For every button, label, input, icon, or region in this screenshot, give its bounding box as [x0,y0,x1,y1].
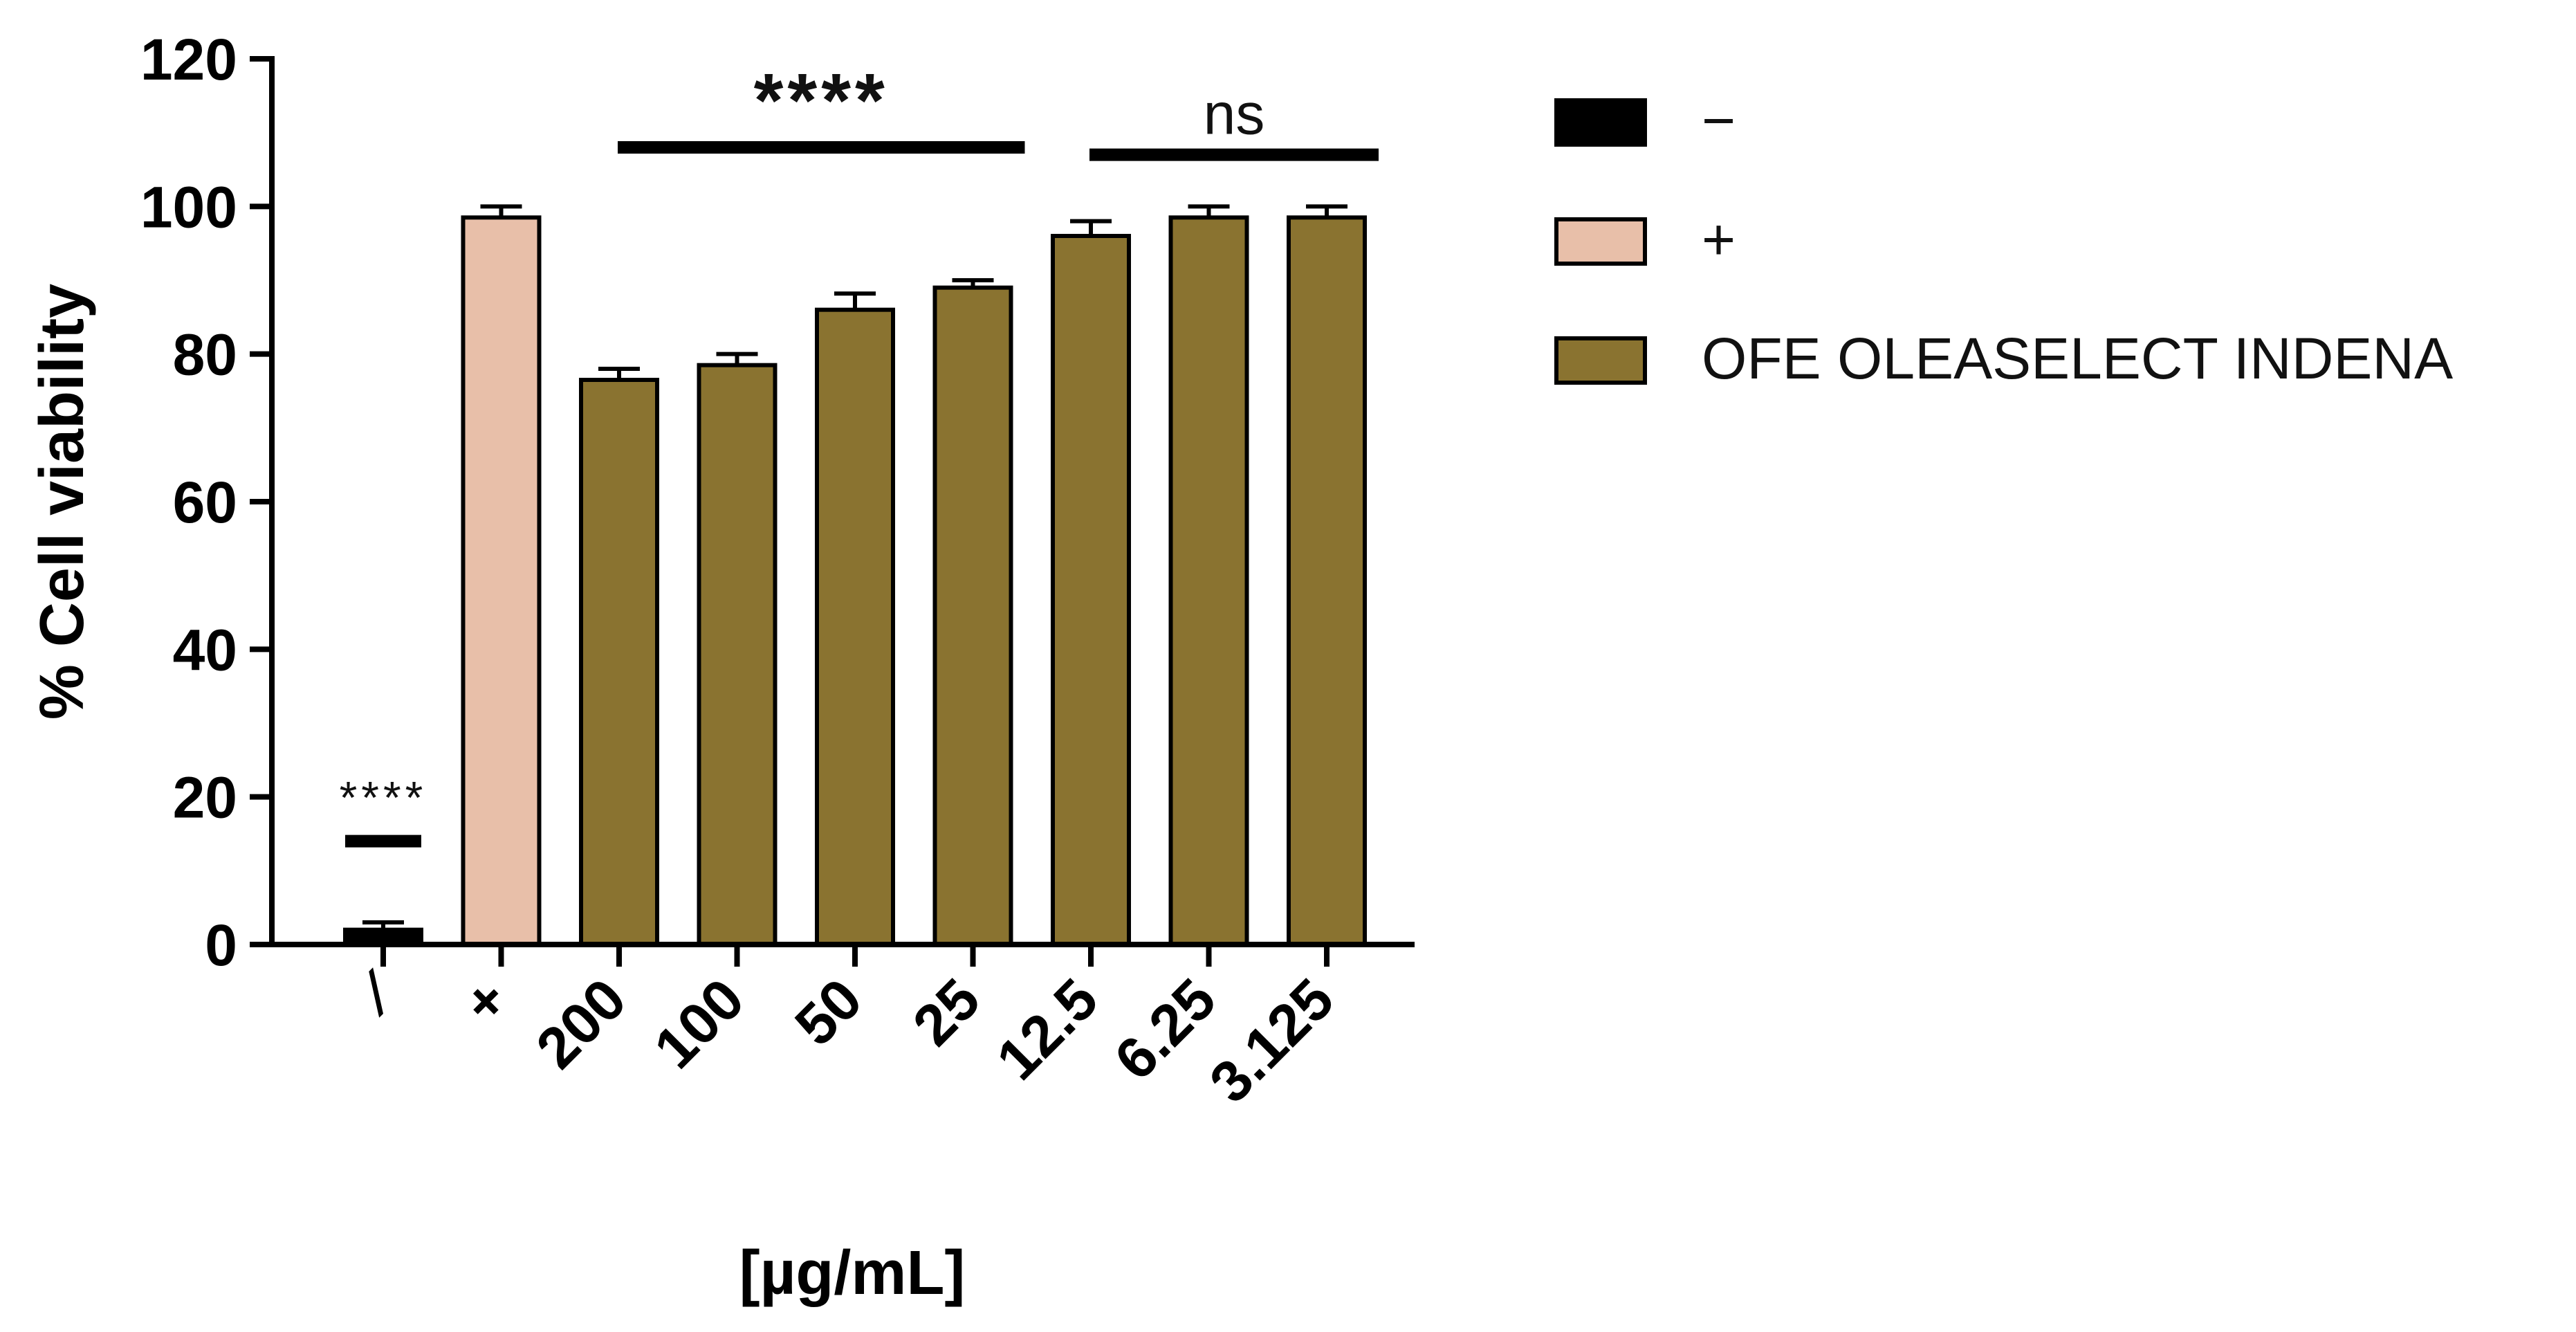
x-tick-label: + [450,966,520,1036]
y-axis-title: % Cell viability [28,284,97,720]
y-tick-label: 20 [173,765,237,830]
y-ticks: 0 20 40 60 80 100 120 [140,27,272,978]
error-bar [1306,204,1347,218]
error-bar [1070,219,1112,236]
significance-label: **** [754,58,889,143]
legend-swatch [1554,217,1647,266]
bar-3.125 [1287,215,1367,947]
legend-label: + [1702,207,1736,272]
y-tick-label: 0 [205,913,237,978]
bar-12.5 [1051,234,1131,947]
error-bar [480,204,522,218]
bar-200 [579,378,659,947]
legend-item: − [1554,88,1736,153]
y-tick-label: 120 [140,27,237,92]
error-bar [598,367,640,380]
significance-annotation: **** [618,58,1025,154]
error-bar [952,278,994,288]
significance-label: **** [340,772,427,823]
x-tick-label: 12.5 [984,966,1110,1092]
error-bar [1188,204,1230,218]
legend-item: + [1554,207,1736,272]
significance-annotation: **** [340,772,427,848]
legend-item: OFE OLEASELECT INDENA [1554,326,2453,391]
legend-label: − [1702,88,1736,153]
bar-50 [815,307,895,947]
y-tick-label: 80 [173,322,237,387]
error-bar [716,352,758,365]
error-bar [362,920,404,930]
x-axis-title: [µg/mL] [739,1239,966,1308]
bars [343,215,1367,947]
error-bars [362,204,1347,930]
bar-25 [932,285,1013,947]
x-tick-label: 3.125 [1197,966,1346,1115]
bar-+ [461,215,542,947]
x-tick-label: 200 [524,966,638,1081]
bar-6.25 [1168,215,1249,947]
legend-swatch [1554,336,1647,385]
x-tick-label: 100 [642,966,757,1081]
x-tick-label: 25 [901,966,993,1058]
significance-label: ns [1204,82,1265,147]
x-tick-label: 50 [782,966,874,1058]
legend-label: OFE OLEASELECT INDENA [1702,326,2453,391]
error-bar [834,291,876,310]
y-tick-label: 60 [173,470,237,535]
x-tick-label: ⁄ [342,958,410,1027]
significance-annotations: **** **** ns [340,58,1379,848]
legend-swatch [1554,98,1647,147]
y-tick-label: 40 [173,617,237,682]
legend: − + OFE OLEASELECT INDENA [1554,88,2453,391]
y-tick-label: 100 [140,174,237,239]
bar-100 [697,363,778,947]
significance-annotation: ns [1089,82,1379,161]
